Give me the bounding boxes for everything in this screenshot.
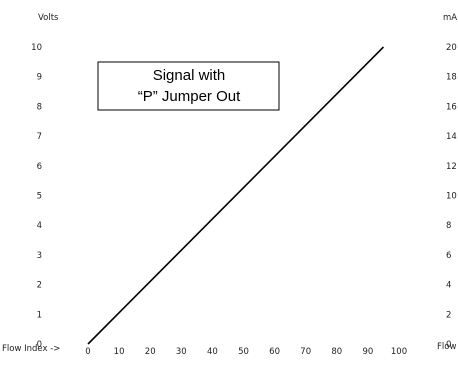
annotation-box: Signal with “P” Jumper Out [97, 61, 280, 111]
left-axis-ticks: 0 1 2 3 4 5 6 7 8 9 10 [31, 43, 42, 350]
annotation-line2: “P” Jumper Out [138, 88, 241, 105]
x-tick-label: 100 [391, 347, 407, 357]
x-axis-right-title: Flow [437, 342, 456, 352]
annotation-line1: Signal with [153, 67, 226, 84]
right-axis-title: mA [443, 13, 457, 23]
right-tick-label: 14 [446, 132, 457, 142]
right-tick-label: 2 [446, 310, 451, 320]
x-axis-ticks: 0 10 20 30 40 50 60 70 80 90 100 [85, 347, 407, 357]
x-tick-label: 70 [300, 347, 311, 357]
x-tick-label: 30 [176, 347, 187, 357]
left-tick-label: 9 [37, 73, 42, 83]
right-tick-label: 0 [446, 340, 451, 350]
left-tick-label: 8 [37, 102, 42, 112]
right-axis-ticks: 0 2 4 6 8 10 12 14 16 18 20 [446, 43, 457, 350]
left-tick-label: 0 [37, 340, 42, 350]
left-axis-title: Volts [38, 13, 59, 23]
left-tick-label: 1 [37, 310, 42, 320]
x-tick-label: 40 [207, 347, 218, 357]
right-tick-label: 10 [446, 192, 457, 202]
x-tick-label: 60 [269, 347, 280, 357]
annotation-frame [97, 61, 280, 111]
series-group [87, 46, 385, 345]
x-tick-label: 80 [331, 347, 342, 357]
x-tick-label: 10 [114, 347, 125, 357]
right-tick-label: 6 [446, 251, 451, 261]
series-line [87, 46, 385, 345]
right-tick-label: 12 [446, 162, 457, 172]
right-tick-label: 4 [446, 281, 451, 291]
left-tick-label: 3 [37, 251, 42, 261]
right-tick-label: 8 [446, 221, 451, 231]
left-tick-label: 5 [37, 192, 42, 202]
right-tick-label: 20 [446, 43, 457, 53]
left-tick-label: 6 [37, 162, 42, 172]
right-tick-label: 16 [446, 102, 457, 112]
left-tick-label: 7 [37, 132, 42, 142]
left-tick-label: 2 [37, 281, 42, 291]
x-tick-label: 20 [145, 347, 156, 357]
left-tick-label: 10 [31, 43, 42, 53]
x-axis-title: Flow Index -> [2, 344, 60, 354]
x-tick-label: 90 [362, 347, 373, 357]
right-tick-label: 18 [446, 73, 457, 83]
x-tick-label: 0 [85, 347, 90, 357]
left-tick-label: 4 [37, 221, 42, 231]
x-tick-label: 50 [238, 347, 249, 357]
